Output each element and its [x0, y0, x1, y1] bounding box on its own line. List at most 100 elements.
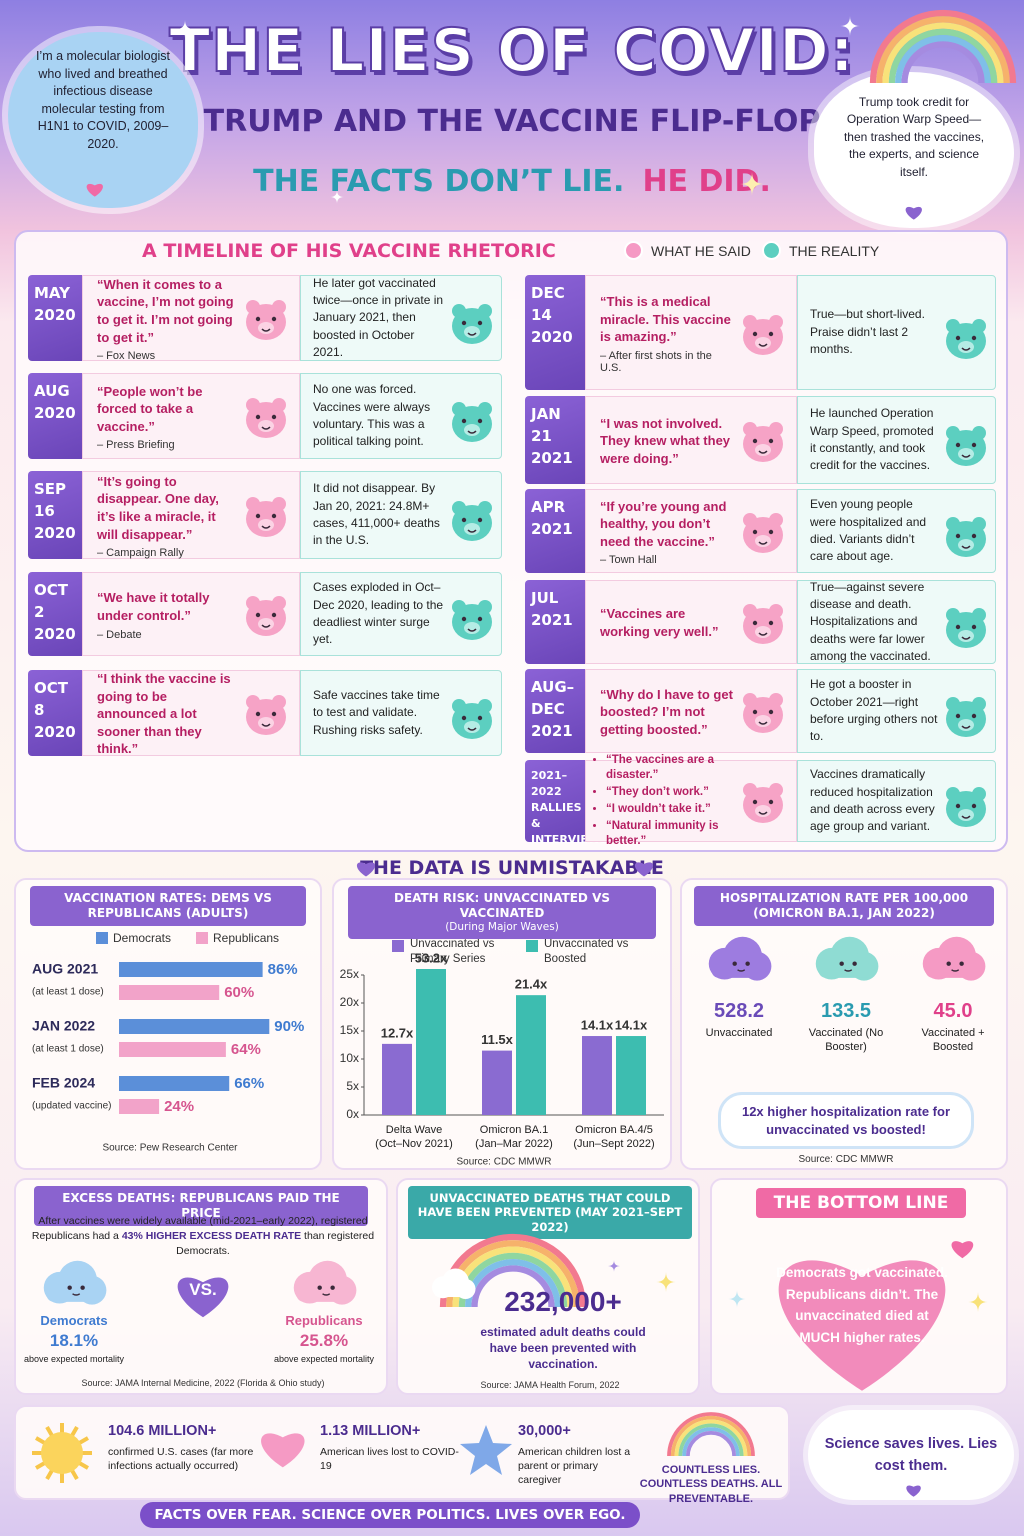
- hospitalization-source: Source: CDC MMWR: [798, 1154, 894, 1165]
- bear-eye: [768, 709, 774, 715]
- bear-eye: [461, 418, 467, 424]
- hospitalization-panel: HOSPITALIZATION RATE PER 100,000 (OMICRO…: [680, 878, 1008, 1170]
- category-label: JAN 2022: [32, 1018, 95, 1034]
- bar: [119, 1099, 160, 1114]
- bear-eye: [477, 715, 483, 721]
- rainbow-band: [901, 41, 985, 84]
- bar: [616, 1036, 646, 1115]
- bear-eye: [255, 513, 261, 519]
- reality-block: It did not disappear. By Jan 20, 2021: 2…: [300, 471, 502, 559]
- heart-shape: [634, 862, 654, 877]
- entry-quote: “Natural immunity is better.”: [606, 819, 734, 849]
- bear-muzzle: [755, 535, 771, 547]
- heart-shape: [86, 183, 103, 197]
- bear-muzzle: [755, 715, 771, 727]
- bear-eye: [752, 331, 758, 336]
- stat-value: 1.13 MILLION+: [320, 1423, 421, 1439]
- cloud-icon: [815, 936, 879, 981]
- y-tick-label: 20x: [340, 995, 359, 1009]
- entry-reality: He launched Operation Warp Speed, promot…: [810, 406, 934, 473]
- category-note: (Jan–Mar 2022): [475, 1138, 553, 1150]
- bear-eye: [768, 529, 774, 535]
- footer-cloud: [808, 1410, 1014, 1500]
- cloud-eye: [852, 961, 857, 966]
- value-label: 21.4x: [515, 977, 548, 992]
- bear-icon: [246, 300, 286, 340]
- cloud-eye: [317, 1285, 322, 1290]
- cloud-base: [434, 1287, 473, 1298]
- legend-label: Unvaccinated vs Primary Series: [410, 938, 495, 965]
- bear-mouth: [758, 450, 768, 454]
- bear-mouth: [261, 525, 271, 529]
- chart-subtitle: (During Major Waves): [445, 921, 559, 933]
- stat-value: 104.6 MILLION+: [108, 1423, 217, 1439]
- sparkle-shape: [656, 1272, 676, 1292]
- bear-icon: [946, 318, 986, 359]
- bear-icon: [946, 426, 986, 466]
- heart-icon: [86, 183, 103, 197]
- value-label: 14.1x: [615, 1017, 648, 1032]
- y-tick-label: 25x: [340, 967, 359, 981]
- page-title: THE LIES OF COVID:: [168, 15, 855, 87]
- bear-eye: [752, 438, 758, 444]
- bear-muzzle: [258, 322, 274, 334]
- sparkle-icon: [176, 20, 194, 38]
- category-label: Omicron BA.4/5: [575, 1124, 653, 1136]
- hospitalization-label: Unvaccinated: [705, 1027, 773, 1039]
- category-label: FEB 2024: [32, 1075, 95, 1091]
- legend-label: THE REALITY: [789, 243, 880, 259]
- bear-icon: [452, 304, 492, 344]
- bear-eye: [955, 442, 961, 448]
- entry-date: AUG–DEC 2021: [531, 678, 575, 740]
- bear-muzzle: [258, 618, 274, 630]
- entry-reality: True—against severe disease and death. H…: [810, 579, 931, 664]
- bear-eye: [461, 616, 467, 622]
- entry-quote: “They don’t work.”: [606, 785, 734, 800]
- cloud-icon: [432, 1268, 476, 1299]
- hospitalization-title: HOSPITALIZATION RATE PER 100,000 (OMICRO…: [694, 886, 994, 926]
- sparkle-shape: [968, 1292, 988, 1312]
- entry-reality: No one was forced. Vaccines were always …: [313, 382, 431, 449]
- legend-label: Republicans: [213, 931, 279, 945]
- group-value: 25.8%: [299, 1331, 349, 1350]
- side-note: Trump took credit for Operation Warp Spe…: [843, 95, 985, 179]
- heart-shape: [906, 1485, 921, 1497]
- category-label: AUG 2021: [32, 961, 98, 977]
- bear-mouth: [467, 332, 477, 336]
- cloud-mouth: [322, 1293, 331, 1296]
- excess-intro-text: After vaccines were widely available (mi…: [31, 1215, 368, 1243]
- excess-title: EXCESS DEATHS: REPUBLICANS PAID THE PRIC…: [34, 1186, 368, 1226]
- y-tick-label: 10x: [340, 1051, 359, 1065]
- rainbow-band: [674, 1419, 748, 1457]
- date-block: APR 2021: [525, 489, 585, 573]
- entry-quote: “I wouldn’t take it.”: [606, 802, 734, 817]
- bear-eye: [971, 624, 977, 630]
- entry-quote: “When it comes to a vaccine, I’m not goi…: [97, 276, 234, 345]
- prevented-panel: UNVACCINATED DEATHS THAT COULD HAVE BEEN…: [396, 1178, 700, 1395]
- bar: [416, 969, 446, 1115]
- legend-swatch: [762, 241, 781, 260]
- bear-muzzle: [755, 805, 771, 817]
- bar: [582, 1036, 612, 1115]
- bear-icon: [743, 783, 783, 823]
- prevented-text: estimated adult deaths could have been p…: [480, 1325, 646, 1372]
- group-name: Republicans: [285, 1313, 363, 1328]
- sparkle-shape: [330, 190, 344, 204]
- entry-quote: “This is a medical miracle. This vaccine…: [600, 294, 731, 345]
- footer-cloud-text: Science saves lives. Lies cost them.: [824, 1436, 998, 1474]
- bear-mouth: [261, 624, 271, 628]
- bear-icon: [946, 517, 986, 557]
- side-cloud: [814, 72, 1014, 228]
- group-note: above expected mortality: [23, 1354, 125, 1364]
- bear-muzzle: [464, 424, 480, 436]
- bar: [119, 985, 220, 1000]
- y-tick-label: 0x: [346, 1107, 359, 1121]
- bear-muzzle: [464, 523, 480, 535]
- bear-eye: [955, 713, 961, 719]
- bear-mouth: [261, 723, 271, 727]
- value-label: 90%: [274, 1018, 304, 1035]
- y-tick-label: 5x: [346, 1079, 359, 1093]
- date-block: OCT 2 2020: [28, 572, 82, 656]
- bear-icon: [946, 608, 986, 648]
